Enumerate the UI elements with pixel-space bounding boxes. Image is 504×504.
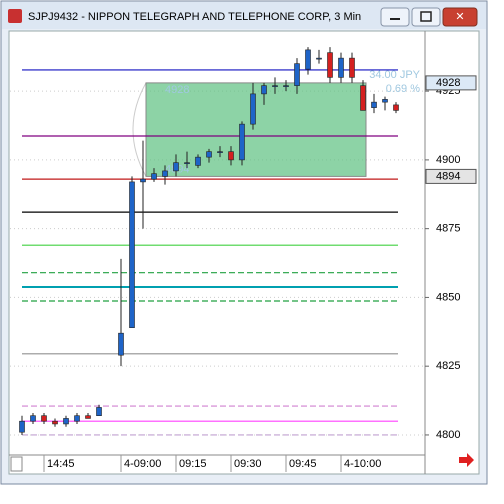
candle-body <box>206 151 212 158</box>
candle-body <box>371 101 377 108</box>
minimize-button[interactable] <box>380 7 410 27</box>
price-marker <box>425 75 477 91</box>
candle-body <box>129 181 135 328</box>
candle-body <box>272 85 278 87</box>
candle-body <box>261 85 267 95</box>
candle-body <box>151 173 157 180</box>
x-tick-label: 09:15 <box>179 458 207 470</box>
candle-body <box>30 415 36 422</box>
candle-body <box>250 93 256 125</box>
measure-box <box>145 82 367 177</box>
x-tick-label: 4-10:00 <box>344 458 381 470</box>
candle-body <box>217 151 223 153</box>
candle-body <box>162 170 168 177</box>
window-title: SJPJ9432 - NIPPON TELEGRAPH AND TELEPHON… <box>28 11 361 23</box>
x-tick-label: 4-09:00 <box>124 458 161 470</box>
restore-button[interactable] <box>411 7 441 27</box>
candle-body <box>140 178 146 183</box>
x-tick-label: 14:45 <box>47 458 75 470</box>
candle-body <box>327 52 333 78</box>
measure-change-label: 34.00 JPY <box>369 69 420 81</box>
candle-body <box>41 415 47 422</box>
restore-icon <box>420 11 432 22</box>
price-marker-label: 4928 <box>436 77 460 89</box>
y-tick-label: 4800 <box>436 429 460 441</box>
y-tick-label: 4900 <box>436 154 460 166</box>
candle-body <box>195 156 201 166</box>
candle-body <box>184 162 190 164</box>
candle-body <box>283 85 289 87</box>
price-marker-label: 4894 <box>436 170 460 182</box>
x-tick-label: 09:30 <box>234 458 262 470</box>
candle-body <box>393 104 399 111</box>
candle-body <box>118 332 124 356</box>
close-button[interactable] <box>442 7 478 27</box>
candle-body <box>74 415 80 422</box>
candle-body <box>85 415 91 419</box>
y-tick-label: 4850 <box>436 291 460 303</box>
candle-body <box>63 418 69 425</box>
candle-body <box>228 151 234 161</box>
candle-body <box>360 85 366 111</box>
y-tick-label: 4875 <box>436 223 460 235</box>
price-marker <box>425 168 477 184</box>
candle-body <box>19 420 25 433</box>
measure-high-label: 4928 <box>165 84 189 96</box>
candle-body <box>173 162 179 172</box>
candle-body <box>338 57 344 78</box>
measure-arc <box>132 82 147 177</box>
scroll-box[interactable] <box>10 456 23 472</box>
candle-body <box>349 57 355 78</box>
candle-body <box>239 123 245 161</box>
close-icon: ✕ <box>455 11 464 23</box>
candle-body <box>382 99 388 103</box>
candle-body <box>96 407 102 416</box>
y-tick-label: 4825 <box>436 360 460 372</box>
x-tick-label: 09:45 <box>289 458 317 470</box>
scroll-arrow[interactable] <box>459 453 474 467</box>
app-icon <box>8 9 22 23</box>
candle-body <box>52 420 58 425</box>
candle-body <box>305 49 311 70</box>
candle-body <box>316 57 322 60</box>
measure-percent-label: 0.69 % <box>386 83 420 95</box>
candle-body <box>294 63 300 86</box>
